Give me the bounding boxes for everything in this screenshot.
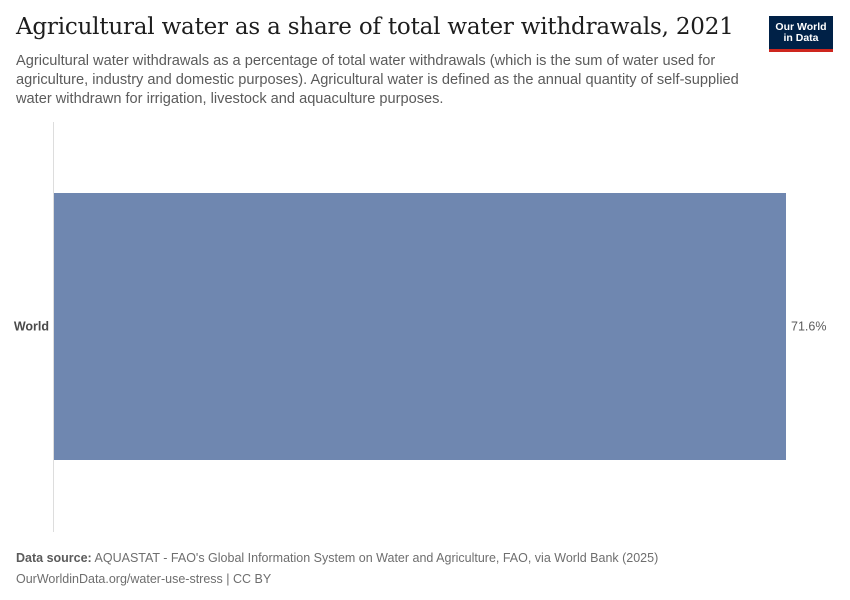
source-text: AQUASTAT - FAO's Global Information Syst… <box>94 551 659 565</box>
footer: Data source: AQUASTAT - FAO's Global Inf… <box>16 548 658 590</box>
bars-group: World 71.6% <box>14 193 826 460</box>
source-line: Data source: AQUASTAT - FAO's Global Inf… <box>16 548 658 569</box>
chart-title: Agricultural water as a share of total w… <box>16 14 734 40</box>
logo-line-1: Our World <box>775 20 827 33</box>
url-line[interactable]: OurWorldinData.org/water-use-stress | CC… <box>16 572 272 586</box>
logo-line-2: in Data <box>783 31 819 44</box>
owid-logo[interactable]: Our World in Data <box>769 16 833 52</box>
source-label: Data source: <box>16 551 92 565</box>
value-label: 71.6% <box>791 320 826 334</box>
bar-world[interactable] <box>54 193 786 460</box>
category-label: World <box>14 320 49 334</box>
chart-subtitle: Agricultural water withdrawals as a perc… <box>16 53 739 107</box>
